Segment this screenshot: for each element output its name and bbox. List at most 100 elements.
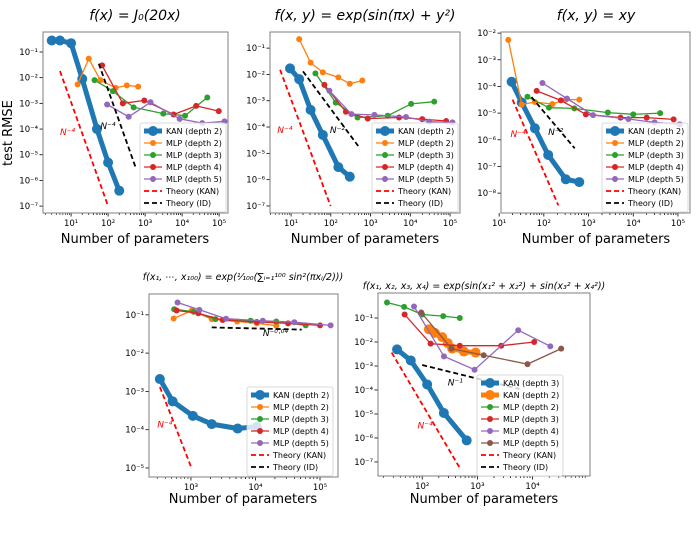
legend-item: Theory (KAN): [376, 187, 451, 196]
data-point: [223, 315, 230, 322]
plot1-ylabel: test RMSE: [1, 100, 16, 166]
series-line-theory-id-: [530, 96, 576, 149]
plot-area: N⁻⁴ N⁻⁴: [46, 35, 228, 207]
plot4-title: f(x₁, ⋯, x₁₀₀) = exp(¹⁄₁₀₀(∑ᵢ₌₁¹⁰⁰ sin²(…: [142, 272, 344, 283]
legend-label: KAN (depth 2): [503, 391, 559, 400]
data-point: [401, 311, 408, 318]
legend-item: MLP (depth 2): [144, 139, 222, 148]
data-point: [176, 115, 183, 122]
data-point: [401, 303, 408, 310]
data-point: [173, 307, 180, 314]
slope-annotation: N⁻²: [330, 126, 345, 136]
y-tick-label: 10⁻¹: [246, 44, 265, 54]
legend-marker: [382, 164, 388, 170]
y-tick-label: 10⁻³: [246, 97, 265, 107]
legend-label: MLP (depth 3): [398, 151, 454, 160]
data-point: [529, 123, 540, 134]
x-tick-label: 10³: [470, 482, 484, 492]
data-point: [97, 77, 104, 84]
data-point: [456, 314, 463, 321]
legend-label: MLP (depth 5): [398, 175, 454, 184]
data-point: [206, 419, 217, 430]
legend-box: [601, 122, 689, 213]
legend-item: MLP (depth 3): [376, 151, 454, 160]
legend-marker: [380, 126, 390, 136]
y-tick-label: 10⁻⁷: [19, 202, 38, 212]
y-tick-label: 10⁻⁴: [354, 386, 373, 396]
legend-label: MLP (depth 3): [628, 151, 684, 160]
data-point: [461, 435, 472, 446]
plot-area: N⁻⁴ N⁻²: [505, 36, 683, 206]
data-point: [630, 111, 637, 118]
legend-marker: [612, 164, 618, 170]
plot-5: 10² 10³ 10⁴ 10⁻¹ 10⁻² 10⁻³ 10⁻⁴ 10⁻⁵ 10⁻⁶ 10⁻⁷ N⁻¹…: [354, 292, 591, 492]
legend-item: MLP (depth 2): [251, 403, 329, 412]
legend-item: Theory (ID): [376, 199, 443, 208]
data-point: [104, 101, 111, 108]
plot3-title: f(x, y) = xy: [556, 8, 636, 24]
legend-item: MLP (depth 2): [481, 403, 559, 412]
legend-item: MLP (depth 3): [144, 151, 222, 160]
legend-item: MLP (depth 4): [144, 163, 222, 172]
legend-label: MLP (depth 5): [166, 175, 222, 184]
data-point: [643, 114, 650, 121]
y-tick-label: 10⁻¹: [19, 48, 38, 58]
y-tick-label: 10⁻⁴: [125, 426, 144, 436]
data-point: [273, 322, 280, 329]
data-point: [543, 149, 554, 160]
plot-area: N⁻¹ N⁻⁴: [383, 299, 565, 469]
series-line-mlp-depth-5-: [177, 301, 331, 327]
data-point: [396, 114, 403, 121]
data-point: [232, 423, 243, 434]
data-point: [411, 303, 418, 310]
data-point: [54, 35, 65, 46]
legend-marker: [382, 152, 388, 158]
data-point: [167, 396, 178, 407]
y-tick-label: 10⁻³: [354, 362, 373, 372]
data-point: [533, 87, 540, 94]
legend-item: Theory (ID): [251, 463, 318, 472]
data-point: [560, 174, 571, 185]
legend-item: MLP (depth 5): [376, 175, 454, 184]
data-point: [524, 361, 531, 368]
data-point: [170, 315, 177, 322]
legend-item: MLP (depth 5): [481, 439, 559, 448]
data-point: [518, 101, 525, 108]
x-tick-label: 10⁵: [671, 219, 685, 229]
legend: KAN (depth 2) MLP (depth 2) MLP (depth 3) M…: [139, 122, 227, 213]
data-point: [291, 319, 298, 326]
x-tick-label: 10⁴: [525, 482, 540, 492]
legend-marker: [612, 152, 618, 158]
data-point: [438, 407, 449, 418]
data-point: [547, 343, 554, 350]
data-point: [259, 317, 266, 324]
data-point: [130, 104, 137, 111]
legend-item: MLP (depth 4): [481, 427, 559, 436]
data-point: [319, 69, 326, 76]
legend-box: [371, 122, 459, 213]
data-point: [294, 74, 305, 85]
legend-marker: [150, 176, 156, 182]
data-point: [604, 109, 611, 116]
legend-item: KAN (depth 2): [481, 390, 559, 400]
data-point: [456, 342, 463, 349]
legend-marker: [487, 404, 493, 410]
legend: KAN (depth 2) MLP (depth 2) MLP (depth 3) M…: [601, 122, 689, 213]
series-line-mlp-depth-4-: [101, 65, 219, 116]
legend-label: KAN (depth 3): [503, 379, 559, 388]
data-point: [85, 55, 92, 62]
legend-label: Theory (ID): [397, 199, 443, 208]
legend-box: [476, 374, 564, 477]
plot3-xlabel: Number of parameters: [521, 232, 671, 247]
y-tick-label: 10⁻²: [477, 29, 496, 39]
legend-label: Theory (KAN): [502, 451, 556, 460]
legend-label: MLP (depth 4): [503, 427, 559, 436]
slope-annotation: N⁻⁴: [100, 122, 115, 132]
legend-marker: [612, 140, 618, 146]
plot4-xlabel: Number of parameters: [168, 492, 318, 507]
legend-item: KAN (depth 2): [606, 126, 684, 136]
plot-2: 10¹ 10² 10³ 10⁴ 10⁵ 10⁻¹ 10⁻² 10⁻³ 10⁻⁴ 10⁻⁵ 10⁻⁶ 1…: [246, 31, 461, 229]
data-point: [193, 102, 200, 109]
data-point: [154, 374, 165, 385]
